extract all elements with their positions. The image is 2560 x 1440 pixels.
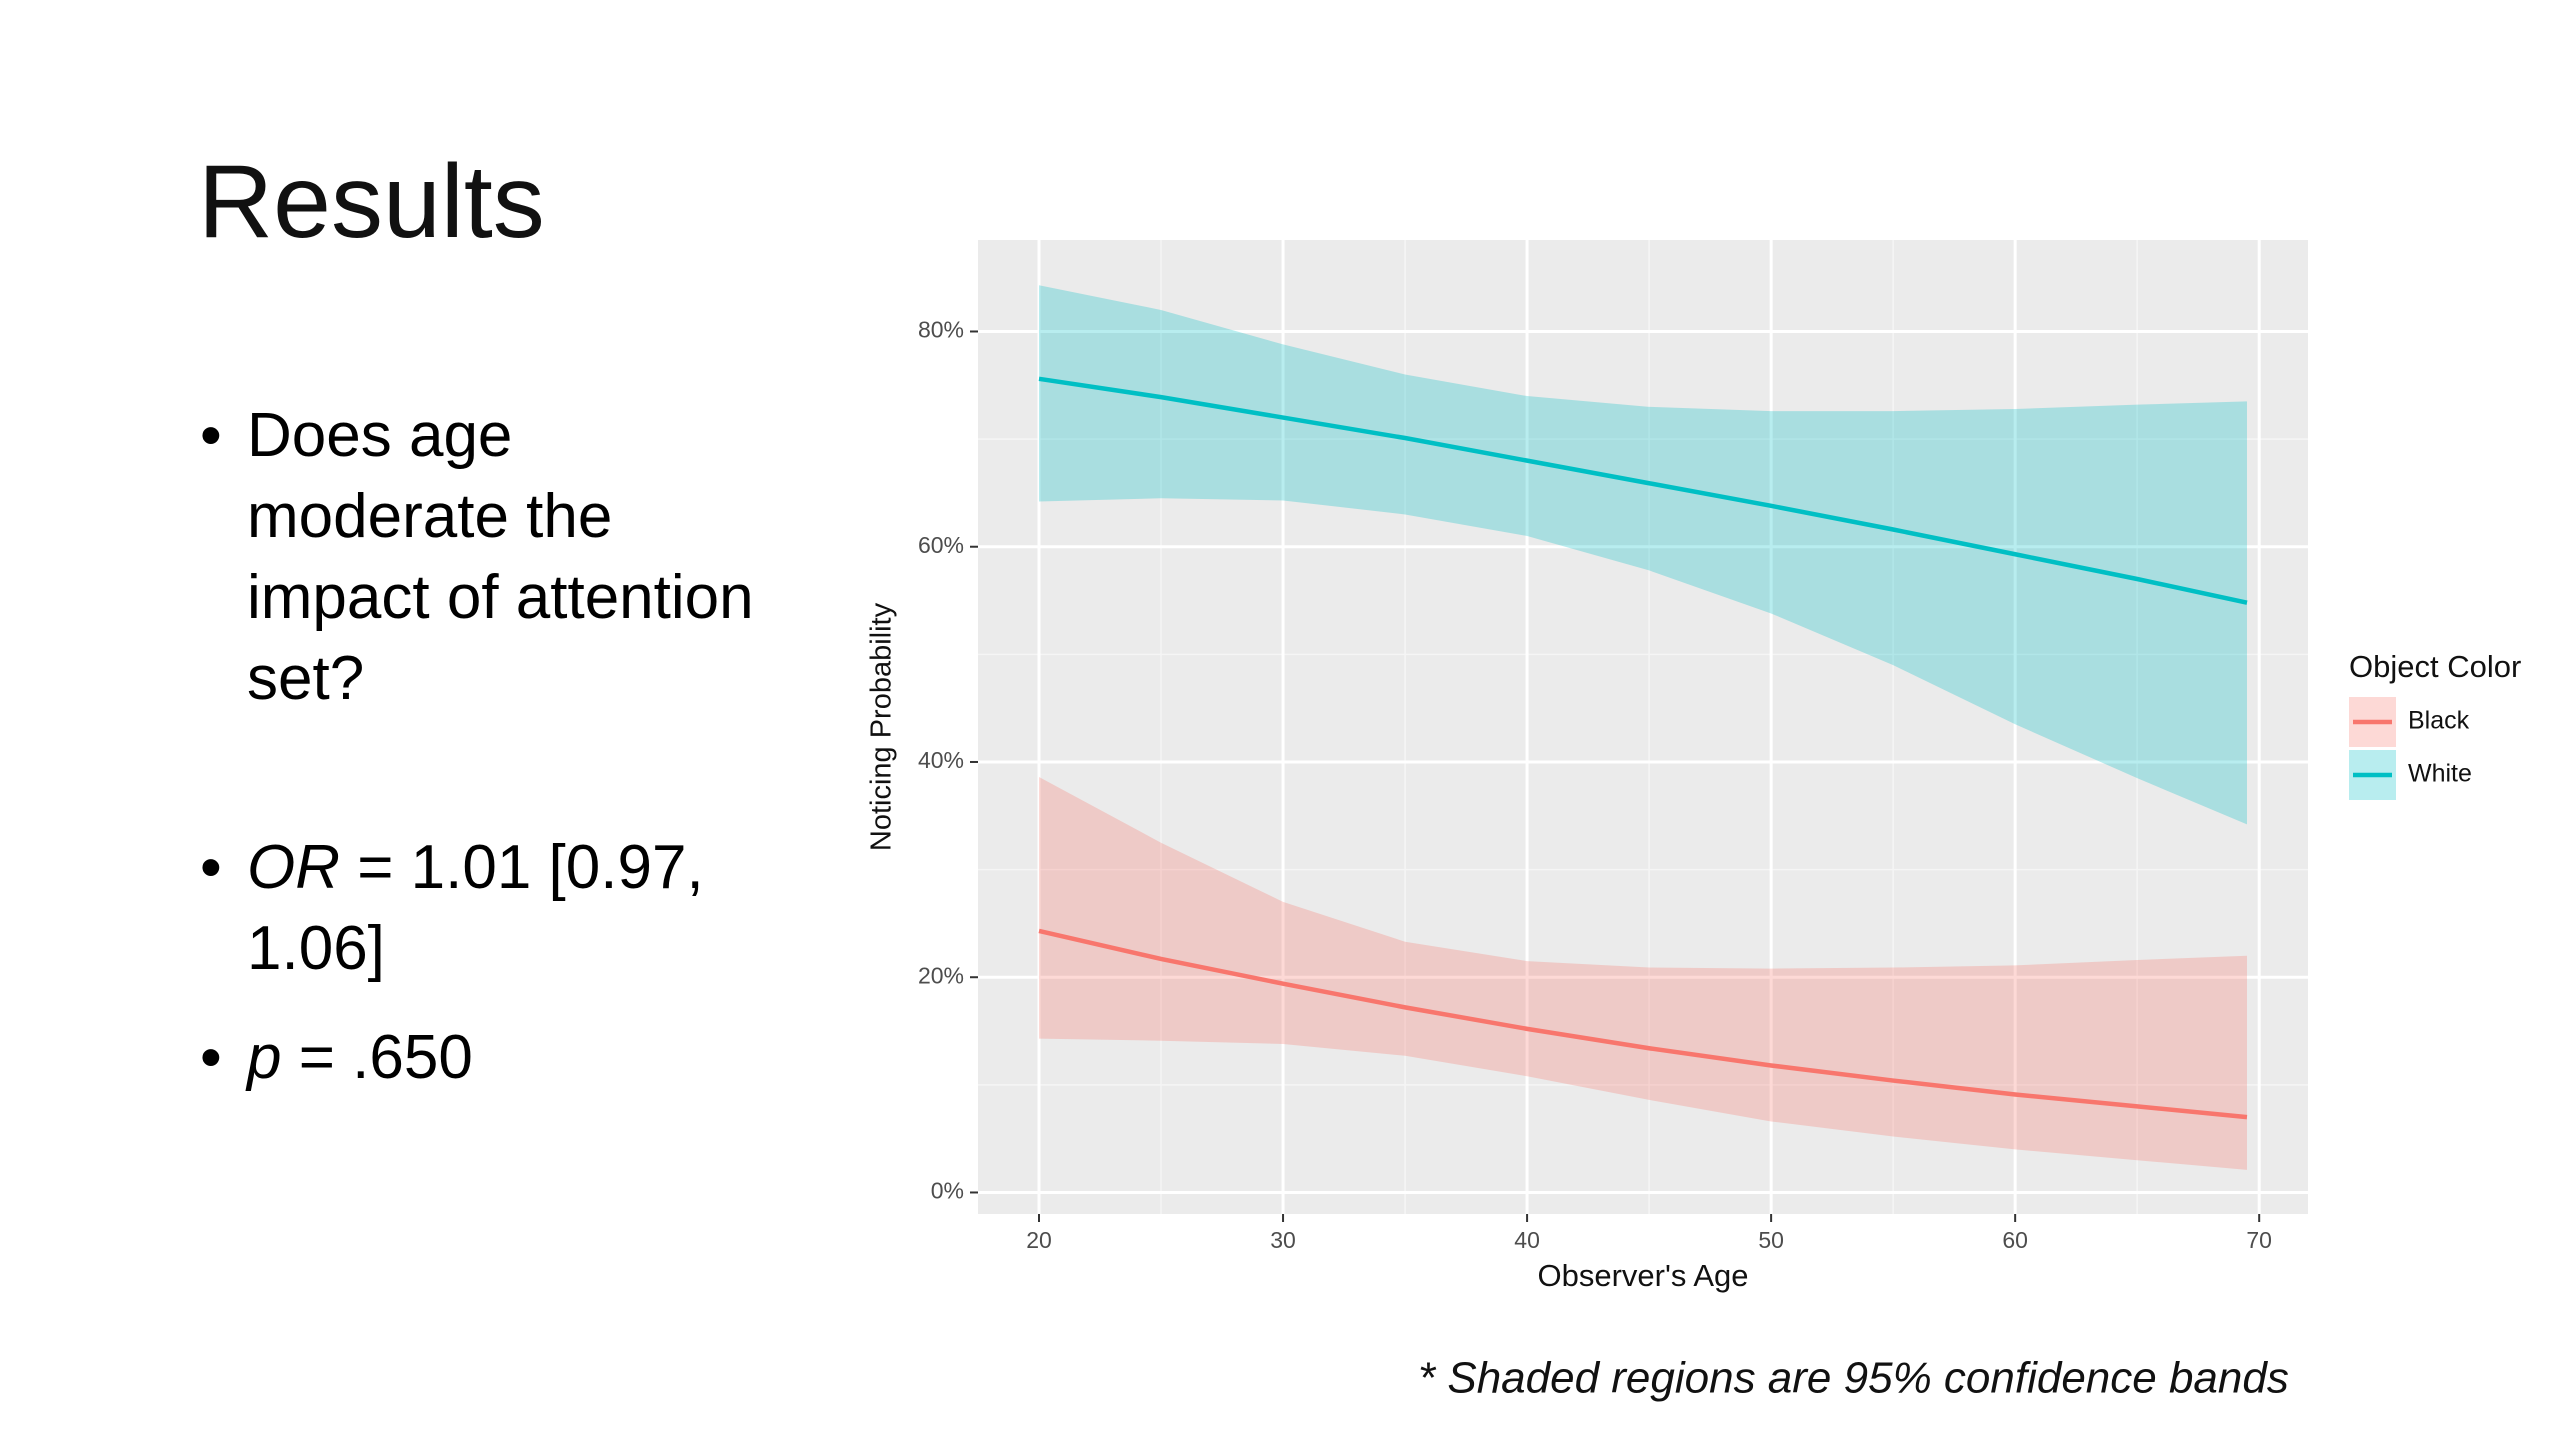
x-tick-label: 40 [1514, 1227, 1540, 1253]
legend-label: Black [2408, 707, 2470, 735]
y-tick-label: 0% [931, 1178, 964, 1204]
x-tick-label: 30 [1270, 1227, 1296, 1253]
bullet-text: = 1.01 [0.97, 1.06] [247, 833, 704, 983]
bullet-text: OR [247, 833, 340, 902]
bullet-text: = .650 [281, 1023, 473, 1092]
confidence-band [1039, 285, 2247, 825]
x-tick-label: 20 [1026, 1227, 1052, 1253]
x-tick-label: 60 [2002, 1227, 2028, 1253]
bullet: p = .650 [200, 1017, 760, 1098]
confidence-band [1039, 777, 2247, 1170]
x-tick-label: 70 [2246, 1227, 2272, 1253]
bullet-text: Does age moderate the impact of attentio… [247, 401, 754, 713]
y-tick-label: 40% [918, 747, 964, 773]
fit-line [1038, 928, 2248, 1120]
x-axis-title: Observer's Age [1538, 1258, 1749, 1293]
y-axis-title: Noticing Probability [866, 602, 898, 851]
bullet-text: p [247, 1023, 282, 1092]
slide-title: Results [198, 144, 545, 260]
y-tick-label: 60% [918, 532, 964, 558]
x-tick-label: 50 [1758, 1227, 1784, 1253]
y-tick-label: 20% [918, 962, 964, 988]
legend-label: White [2408, 760, 2472, 788]
y-tick-label: 80% [918, 317, 964, 343]
bullet: OR = 1.01 [0.97, 1.06] [200, 827, 760, 989]
legend-title: Object Color [2349, 649, 2521, 684]
footnote: * Shaded regions are 95% confidence band… [1418, 1354, 2289, 1403]
bullet: Does age moderate the impact of attentio… [200, 395, 760, 719]
bullet-list: Does age moderate the impact of attentio… [200, 395, 760, 1098]
fit-line [1038, 376, 2248, 605]
